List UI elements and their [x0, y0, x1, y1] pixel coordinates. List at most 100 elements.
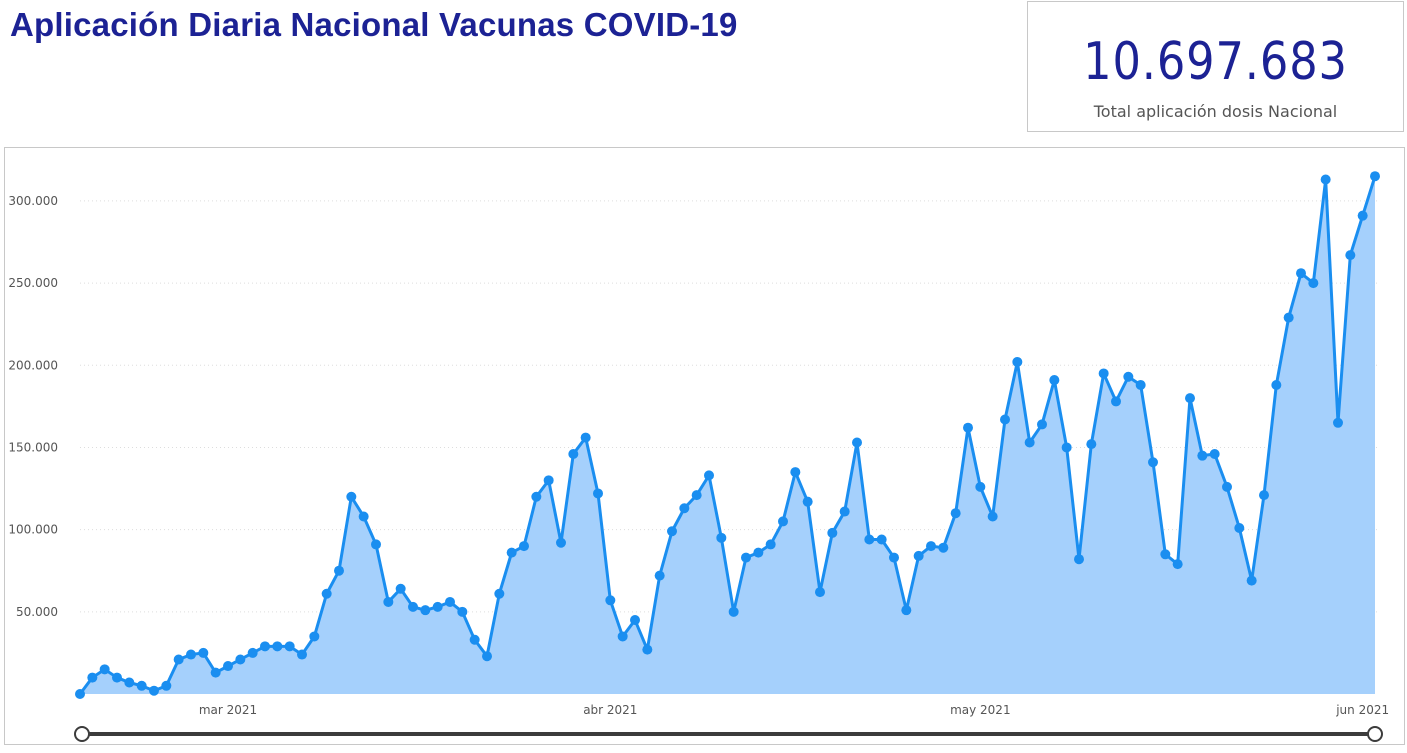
daily-vaccination-chart: 50.000 100.000 150.000 200.000 250.000 300.00… — [8, 171, 1389, 742]
data-point — [284, 641, 295, 652]
data-point — [1111, 396, 1121, 407]
data-point — [272, 641, 283, 652]
data-point — [543, 475, 554, 486]
data-point — [161, 680, 172, 691]
data-point — [136, 680, 147, 691]
data-point — [395, 583, 406, 594]
data-point — [1024, 437, 1035, 448]
x-tick-label: may 2021 — [950, 703, 1011, 717]
data-point — [198, 647, 209, 658]
kpi-card: 10.697.683 Total aplicación dosis Nacion… — [1027, 1, 1404, 132]
data-point — [852, 437, 862, 448]
data-point — [1370, 171, 1380, 182]
data-point — [605, 595, 616, 606]
data-point — [408, 601, 418, 612]
y-tick-label: 50.000 — [16, 605, 58, 619]
data-point — [765, 539, 776, 550]
data-point — [334, 565, 344, 576]
data-point — [1123, 371, 1134, 382]
data-point — [1320, 174, 1331, 185]
data-point — [1234, 522, 1245, 533]
data-point — [1283, 312, 1294, 323]
data-point — [531, 491, 542, 502]
data-point — [802, 496, 813, 507]
data-point — [346, 491, 357, 502]
data-point — [876, 534, 887, 545]
data-point — [1000, 414, 1010, 425]
y-tick-label: 100.000 — [8, 523, 58, 537]
data-point — [371, 539, 381, 550]
data-point — [987, 511, 998, 522]
data-point — [741, 552, 751, 563]
data-point — [112, 672, 122, 683]
data-point — [963, 422, 973, 433]
data-point — [568, 449, 579, 460]
chart-card: 50.000 100.000 150.000 200.000 250.000 300.00… — [4, 147, 1405, 745]
data-point — [913, 550, 924, 561]
data-point — [210, 667, 221, 678]
data-point — [321, 588, 332, 599]
data-point — [1098, 368, 1109, 379]
data-point — [149, 685, 159, 696]
series-area — [80, 176, 1375, 694]
data-point — [260, 641, 270, 652]
data-point — [1074, 554, 1084, 565]
data-point — [580, 432, 591, 443]
data-point — [469, 634, 480, 645]
data-point — [99, 664, 110, 675]
data-point — [938, 542, 949, 553]
y-tick-label: 250.000 — [8, 276, 58, 290]
data-point — [753, 547, 764, 558]
data-point — [124, 677, 135, 688]
data-point — [716, 532, 727, 543]
data-point — [1308, 278, 1319, 289]
data-point — [790, 467, 801, 478]
data-point — [1357, 210, 1368, 221]
y-tick-label: 300.000 — [8, 194, 58, 208]
date-range-start-handle[interactable] — [74, 726, 90, 742]
data-point — [1185, 393, 1195, 404]
data-point — [593, 488, 603, 499]
data-point — [667, 526, 677, 537]
data-point — [383, 596, 394, 607]
data-point — [1222, 481, 1232, 492]
x-tick-label: mar 2021 — [199, 703, 257, 717]
data-point — [827, 527, 838, 538]
data-point — [457, 606, 468, 617]
data-point — [358, 511, 369, 522]
data-point — [1246, 575, 1257, 586]
data-point — [728, 606, 739, 617]
data-point — [482, 651, 492, 662]
data-point — [1259, 490, 1269, 501]
data-point — [704, 470, 714, 481]
series-line — [78, 175, 1377, 695]
data-point — [445, 596, 455, 607]
data-point — [642, 644, 653, 655]
data-point — [1061, 442, 1072, 453]
data-point — [223, 661, 233, 672]
data-point — [926, 541, 936, 552]
kpi-value: 10.697.683 — [1083, 32, 1348, 92]
y-tick-label: 150.000 — [8, 440, 58, 454]
data-point — [889, 552, 899, 563]
x-tick-label: jun 2021 — [1335, 703, 1389, 717]
data-point — [556, 537, 566, 548]
data-point — [778, 516, 788, 527]
data-point — [1135, 379, 1146, 390]
data-point — [1345, 250, 1356, 261]
data-point — [679, 503, 690, 514]
data-point — [901, 605, 912, 616]
data-point — [1197, 450, 1208, 461]
data-point — [519, 541, 529, 552]
data-point — [87, 672, 98, 683]
data-point — [654, 570, 665, 581]
data-point — [173, 654, 184, 665]
data-point — [1209, 449, 1220, 460]
data-point — [186, 649, 196, 660]
data-point — [247, 647, 258, 658]
data-point — [1037, 419, 1047, 430]
data-point — [839, 506, 850, 517]
data-point — [1012, 356, 1023, 367]
date-range-end-handle[interactable] — [1367, 726, 1383, 742]
data-point — [975, 481, 986, 492]
